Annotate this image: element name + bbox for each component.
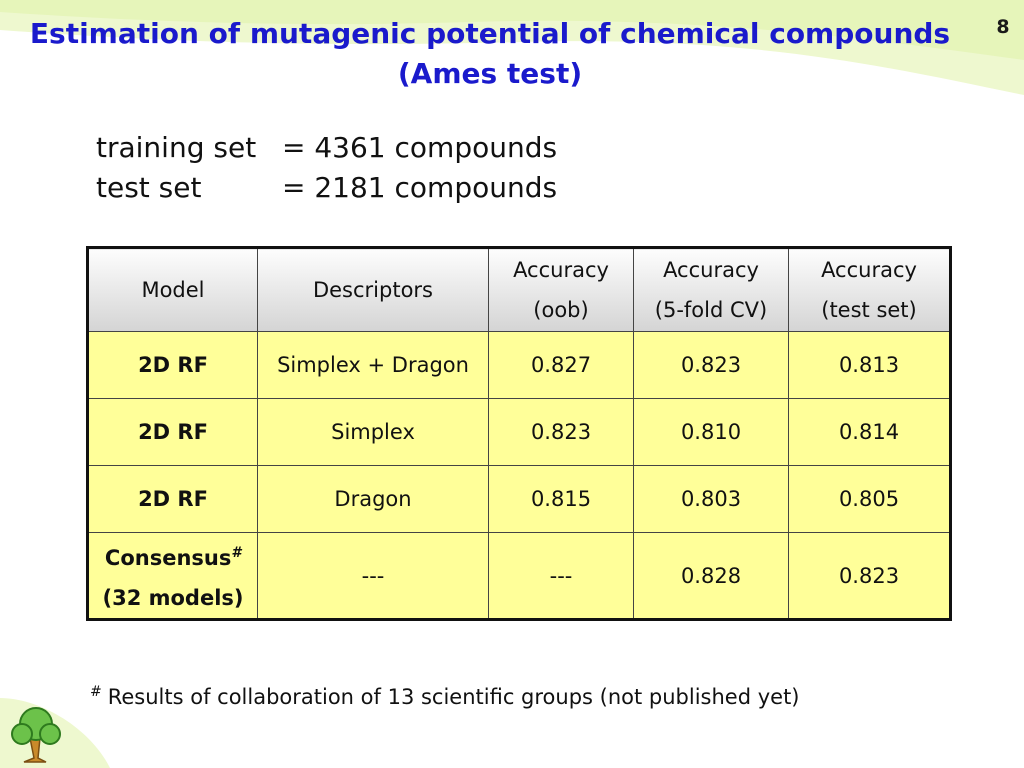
cell-descriptors: Simplex (257, 398, 489, 466)
table-row: 2D RF Dragon 0.815 0.803 0.805 (87, 465, 951, 533)
cell-accuracy-cv: 0.823 (633, 331, 789, 399)
cell-model: 2D RF (87, 465, 258, 533)
cell-accuracy-cv: 0.810 (633, 398, 789, 466)
cell-accuracy-oob: --- (488, 532, 634, 620)
cell-descriptors: Simplex + Dragon (257, 331, 489, 399)
results-table: Model Descriptors Accuracy (oob) Accurac… (86, 246, 952, 621)
header-accuracy-test: Accuracy (test set) (788, 247, 951, 332)
cell-accuracy-oob: 0.823 (488, 398, 634, 466)
cell-model-consensus: Consensus# (32 models) (87, 532, 258, 620)
cell-accuracy-test: 0.823 (788, 532, 951, 620)
cell-model: 2D RF (87, 331, 258, 399)
cell-descriptors: Dragon (257, 465, 489, 533)
consensus-models-count: (32 models) (102, 586, 244, 610)
title-line-1: Estimation of mutagenic potential of che… (29, 17, 951, 50)
header-accuracy-oob: Accuracy (oob) (488, 247, 634, 332)
table-row: 2D RF Simplex 0.823 0.810 0.814 (87, 398, 951, 466)
slide-number: 8 (996, 16, 1010, 38)
cell-descriptors: --- (257, 532, 489, 620)
header-accuracy-cv: Accuracy (5-fold CV) (633, 247, 789, 332)
slide-title: Estimation of mutagenic potential of che… (0, 14, 980, 94)
footnote: # Results of collaboration of 13 scientif… (90, 684, 800, 709)
cell-model: 2D RF (87, 398, 258, 466)
footnote-text: Results of collaboration of 13 scientifi… (107, 685, 800, 709)
cell-accuracy-cv: 0.803 (633, 465, 789, 533)
test-set-label: test set (96, 171, 202, 204)
cell-accuracy-oob: 0.827 (488, 331, 634, 399)
test-set-value: = 2181 compounds (282, 171, 558, 204)
training-set-row: training set = 4361 compounds (96, 128, 557, 168)
dataset-info: training set = 4361 compounds test set =… (96, 128, 557, 208)
table-row: 2D RF Simplex + Dragon 0.827 0.823 0.813 (87, 331, 951, 399)
footnote-marker: # (231, 545, 242, 561)
header-swoosh-decoration (0, 0, 1024, 95)
cell-accuracy-test: 0.814 (788, 398, 951, 466)
title-line-2: (Ames test) (397, 57, 583, 90)
cell-accuracy-test: 0.813 (788, 331, 951, 399)
test-set-row: test set = 2181 compounds (96, 168, 557, 208)
footnote-marker: # (90, 684, 102, 700)
cell-accuracy-oob: 0.815 (488, 465, 634, 533)
header-model: Model (87, 247, 258, 332)
header-descriptors: Descriptors (257, 247, 489, 332)
cell-accuracy-test: 0.805 (788, 465, 951, 533)
training-set-value: = 4361 compounds (282, 131, 558, 164)
table-row-consensus: Consensus# (32 models) --- --- 0.828 0.8… (87, 532, 951, 620)
training-set-label: training set (96, 131, 257, 164)
tree-logo-icon (0, 698, 110, 768)
consensus-label: Consensus (104, 546, 232, 570)
table-header-row: Model Descriptors Accuracy (oob) Accurac… (87, 247, 951, 332)
cell-accuracy-cv: 0.828 (633, 532, 789, 620)
